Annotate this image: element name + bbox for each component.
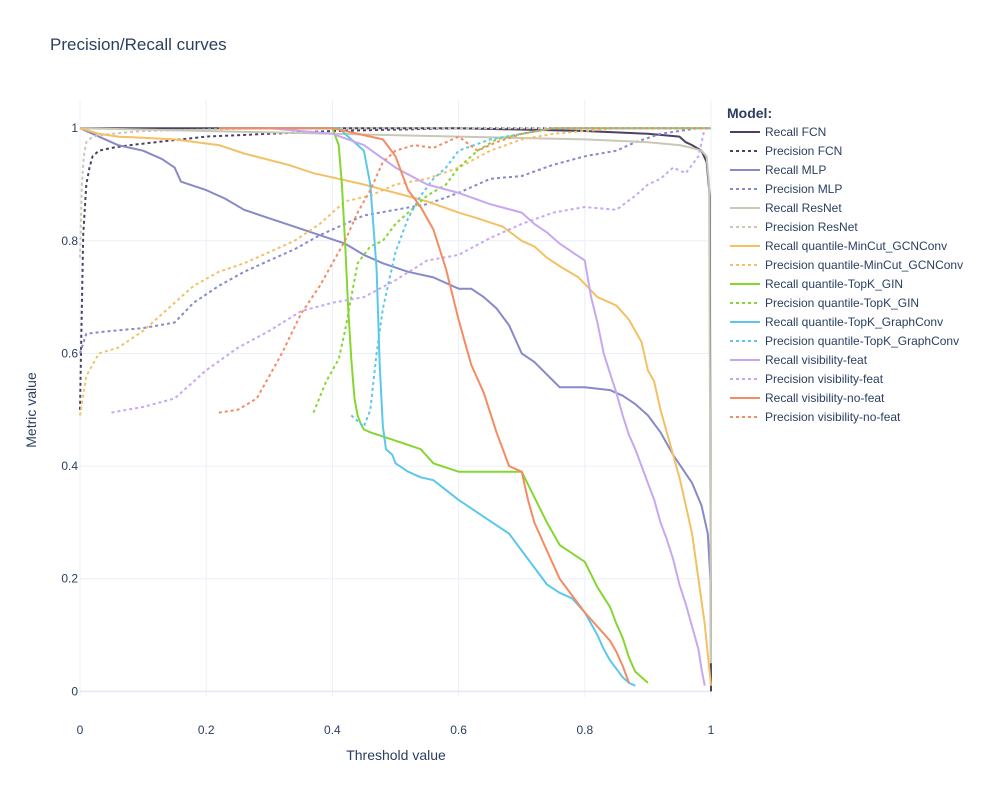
x-tick-label: 0	[77, 723, 84, 737]
legend-item-recall-visibility-feat[interactable]: Recall visibility-feat	[730, 353, 868, 367]
legend-item-recall-resnet[interactable]: Recall ResNet	[730, 201, 842, 215]
legend-item-recall-quantile-topk-graphconv[interactable]: Recall quantile-TopK_GraphConv	[730, 315, 943, 329]
y-tick-label: 0.6	[61, 346, 78, 360]
series-line-precision-visibility-feat	[111, 127, 706, 414]
legend-item-precision-resnet[interactable]: Precision ResNet	[730, 220, 858, 234]
x-tick-label: 0.4	[324, 723, 341, 737]
series-line-precision-mlp	[79, 127, 711, 354]
legend-label: Recall MLP	[765, 163, 826, 177]
legend-item-recall-visibility-no-feat[interactable]: Recall visibility-no-feat	[730, 391, 885, 405]
legend-label: Recall FCN	[765, 125, 826, 139]
legend-item-precision-visibility-feat[interactable]: Precision visibility-feat	[730, 372, 884, 386]
series-line-precision-quantile-mincut-gcnconv	[79, 127, 711, 416]
legend-label: Recall quantile-TopK_GraphConv	[765, 315, 943, 329]
series-line-recall-quantile-mincut-gcnconv	[79, 127, 712, 686]
x-tick-label: 0.6	[450, 723, 467, 737]
legend-label: Precision FCN	[765, 144, 842, 158]
legend-item-precision-visibility-no-feat[interactable]: Precision visibility-no-feat	[730, 410, 901, 424]
legend-label: Precision ResNet	[765, 220, 858, 234]
axis-ticks: 0 0.2 0.4 0.6 0.8 1 0 0.2 0.4 0.6 0.8 1	[61, 121, 714, 737]
legend-item-precision-quantile-topk-gin[interactable]: Precision quantile-TopK_GIN	[730, 296, 919, 310]
y-tick-label: 0.2	[61, 572, 78, 586]
legend-item-precision-quantile-mincut-gcnconv[interactable]: Precision quantile-MinCut_GCNConv	[730, 258, 963, 272]
series-line-recall-quantile-topk-gin	[307, 127, 649, 684]
chart-title: Precision/Recall curves	[50, 35, 227, 54]
series-line-recall-visibility-feat	[269, 127, 706, 686]
y-tick-label: 0.4	[61, 459, 78, 473]
series-line-precision-quantile-topk-gin	[312, 127, 711, 413]
x-axis-title: Threshold value	[346, 747, 446, 763]
legend-item-precision-quantile-topk-graphconv[interactable]: Precision quantile-TopK_GraphConv	[730, 334, 959, 348]
x-tick-label: 1	[708, 723, 715, 737]
y-tick-label: 0.8	[61, 234, 78, 248]
legend-title: Model:	[727, 105, 772, 121]
x-tick-label: 0.2	[198, 723, 215, 737]
legend-item-recall-quantile-mincut-gcnconv[interactable]: Recall quantile-MinCut_GCNConv	[730, 239, 947, 253]
legend[interactable]: Model: Recall FCN Precision FCN Recall MLP…	[727, 105, 963, 424]
x-tick-label: 0.8	[576, 723, 593, 737]
legend-label: Precision quantile-TopK_GraphConv	[765, 334, 959, 348]
series-line-recall-quantile-topk-graphconv	[300, 127, 636, 687]
series-line-precision-visibility-no-feat	[218, 127, 711, 414]
legend-item-precision-mlp[interactable]: Precision MLP	[730, 182, 842, 196]
y-tick-label: 1	[71, 121, 78, 135]
legend-label: Precision quantile-MinCut_GCNConv	[765, 258, 963, 272]
y-tick-label: 0	[71, 684, 78, 698]
legend-item-recall-quantile-topk-gin[interactable]: Recall quantile-TopK_GIN	[730, 277, 903, 291]
series-line-recall-mlp	[79, 127, 712, 591]
legend-label: Precision visibility-feat	[765, 372, 884, 386]
series-line-recall-visibility-no-feat	[218, 127, 630, 684]
legend-item-recall-mlp[interactable]: Recall MLP	[730, 163, 826, 177]
grid	[79, 100, 712, 697]
legend-item-recall-fcn[interactable]: Recall FCN	[730, 125, 826, 139]
plot-area	[79, 127, 712, 692]
legend-item-precision-fcn[interactable]: Precision FCN	[730, 144, 842, 158]
series-line-recall-resnet	[79, 127, 712, 664]
legend-label: Precision quantile-TopK_GIN	[765, 296, 919, 310]
legend-label: Recall visibility-no-feat	[765, 391, 885, 405]
series-line-precision-fcn	[79, 127, 711, 410]
legend-label: Recall quantile-MinCut_GCNConv	[765, 239, 947, 253]
legend-label: Recall visibility-feat	[765, 353, 868, 367]
legend-label: Precision MLP	[765, 182, 842, 196]
legend-label: Precision visibility-no-feat	[765, 410, 901, 424]
y-axis-title: Metric value	[23, 372, 39, 448]
legend-label: Recall ResNet	[765, 201, 842, 215]
legend-label: Recall quantile-TopK_GIN	[765, 277, 903, 291]
